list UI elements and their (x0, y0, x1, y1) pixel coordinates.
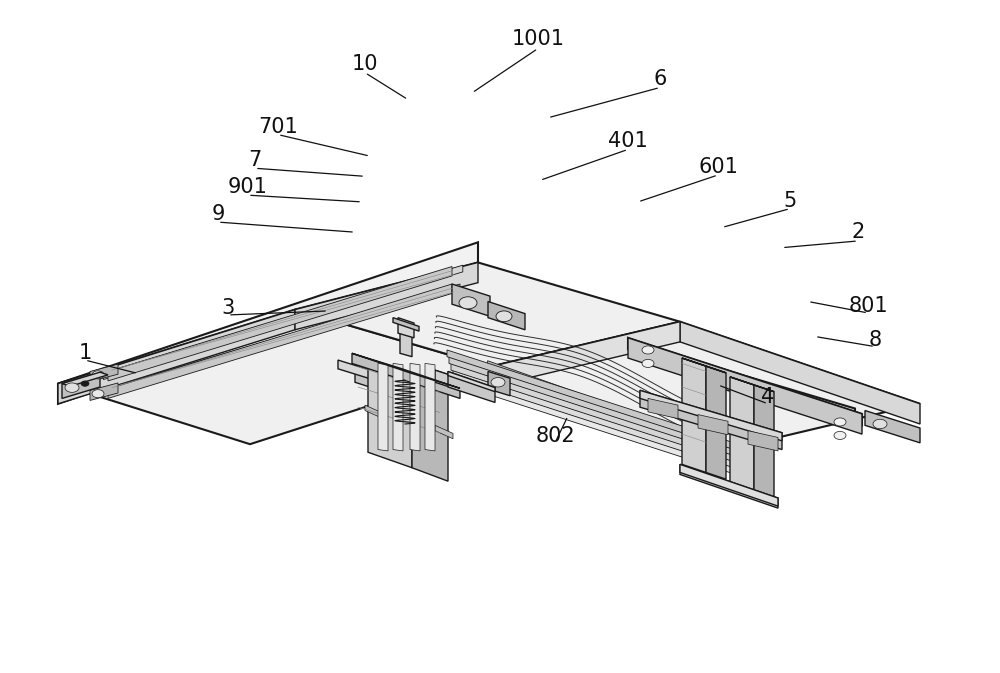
Polygon shape (682, 358, 726, 373)
Polygon shape (448, 371, 495, 392)
Circle shape (92, 371, 104, 379)
Polygon shape (449, 357, 736, 456)
Circle shape (834, 418, 846, 426)
Polygon shape (95, 284, 460, 398)
Polygon shape (490, 322, 920, 449)
Text: 6: 6 (653, 69, 667, 90)
Text: 2: 2 (851, 222, 865, 242)
Polygon shape (108, 284, 452, 398)
Polygon shape (754, 385, 774, 498)
Text: 802: 802 (535, 426, 575, 446)
Polygon shape (368, 362, 412, 468)
Polygon shape (453, 370, 740, 470)
Polygon shape (398, 318, 414, 338)
Polygon shape (352, 353, 460, 388)
Polygon shape (295, 262, 478, 330)
Polygon shape (90, 364, 118, 382)
Text: 601: 601 (698, 157, 738, 177)
Circle shape (642, 346, 654, 354)
Polygon shape (635, 343, 855, 419)
Polygon shape (488, 361, 678, 435)
Circle shape (642, 359, 654, 367)
Polygon shape (435, 370, 460, 390)
Polygon shape (730, 377, 774, 392)
Polygon shape (62, 372, 100, 398)
Polygon shape (680, 464, 778, 508)
Polygon shape (452, 284, 490, 316)
Circle shape (459, 297, 477, 309)
Polygon shape (490, 322, 680, 387)
Polygon shape (393, 318, 419, 331)
Polygon shape (447, 350, 734, 450)
Polygon shape (628, 338, 862, 425)
Polygon shape (489, 369, 679, 443)
Polygon shape (698, 415, 728, 435)
Polygon shape (338, 360, 440, 400)
Polygon shape (90, 383, 118, 400)
Polygon shape (435, 425, 453, 439)
Polygon shape (58, 242, 478, 404)
Polygon shape (410, 363, 420, 451)
Polygon shape (488, 371, 510, 396)
Text: 901: 901 (228, 177, 268, 197)
Text: 8: 8 (868, 330, 882, 350)
Circle shape (873, 419, 887, 429)
Text: 5: 5 (783, 190, 797, 211)
Polygon shape (393, 363, 403, 451)
Polygon shape (425, 363, 435, 451)
Polygon shape (640, 390, 782, 441)
Text: 401: 401 (608, 131, 648, 151)
Polygon shape (412, 378, 448, 481)
Text: 1001: 1001 (512, 29, 564, 49)
Polygon shape (378, 363, 388, 451)
Polygon shape (730, 377, 754, 491)
Text: 1: 1 (78, 343, 92, 363)
Polygon shape (488, 302, 525, 330)
Polygon shape (640, 390, 782, 450)
Polygon shape (451, 363, 738, 463)
Circle shape (92, 390, 104, 398)
Circle shape (65, 383, 79, 392)
Polygon shape (680, 464, 778, 506)
Polygon shape (865, 411, 920, 443)
Polygon shape (628, 338, 862, 434)
Polygon shape (352, 353, 460, 398)
Polygon shape (748, 431, 778, 451)
Polygon shape (58, 310, 490, 444)
Text: 3: 3 (221, 298, 235, 318)
Circle shape (491, 378, 505, 387)
Text: 9: 9 (211, 204, 225, 224)
Polygon shape (455, 377, 742, 476)
Polygon shape (295, 262, 680, 367)
Polygon shape (103, 265, 463, 380)
Polygon shape (680, 322, 920, 424)
Text: 4: 4 (761, 387, 775, 407)
Polygon shape (435, 370, 480, 394)
Polygon shape (682, 358, 706, 472)
Text: 701: 701 (258, 116, 298, 137)
Circle shape (834, 431, 846, 439)
Text: 801: 801 (848, 296, 888, 316)
Polygon shape (365, 405, 383, 419)
Text: 10: 10 (352, 54, 378, 74)
Polygon shape (62, 372, 108, 386)
Circle shape (81, 381, 89, 386)
Polygon shape (108, 267, 452, 381)
Text: 7: 7 (248, 150, 262, 170)
Polygon shape (58, 310, 295, 404)
Polygon shape (706, 366, 726, 479)
Polygon shape (355, 367, 438, 409)
Polygon shape (490, 377, 680, 451)
Polygon shape (368, 362, 448, 392)
Circle shape (496, 311, 512, 322)
Polygon shape (448, 371, 495, 402)
Polygon shape (400, 333, 412, 357)
Polygon shape (648, 398, 678, 419)
